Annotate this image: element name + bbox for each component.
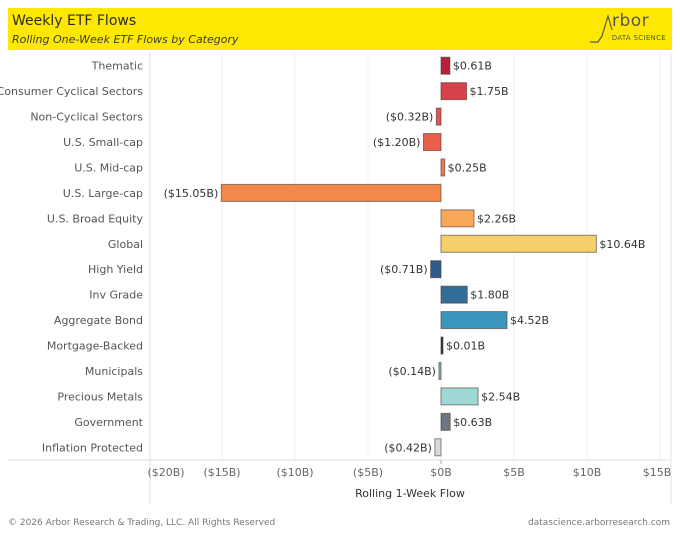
bar (438, 361, 442, 380)
x-tick-label: $15B (643, 466, 672, 479)
category-label: Inflation Protected (42, 441, 143, 454)
x-tick-label: ($15B) (203, 466, 240, 479)
category-label: U.S. Mid-cap (74, 161, 143, 174)
x-axis-title: Rolling 1-Week Flow (355, 487, 465, 500)
bar (440, 387, 479, 406)
data-label: ($0.14B) (388, 365, 436, 378)
data-label: ($0.71B) (380, 263, 428, 276)
bar (440, 209, 475, 228)
data-label: $1.80B (470, 289, 509, 302)
category-label: Mortgage-Backed (47, 340, 143, 353)
x-tick-label: $10B (573, 466, 602, 479)
chart-title: Weekly ETF Flows (12, 13, 137, 29)
category-label: Thematic (91, 60, 143, 73)
copyright-text: © 2026 Arbor Research & Trading, LLC. Al… (8, 518, 276, 528)
category-label: U.S. Broad Equity (47, 212, 144, 225)
bar (435, 107, 442, 126)
x-tick-labels: ($20B) ($15B) ($10B) ($5B) $0B $5B $10B $15B (147, 466, 671, 479)
chart-frame (8, 53, 672, 505)
data-label: $2.54B (481, 390, 520, 403)
category-label: Aggregate Bond (54, 314, 143, 327)
logo-subtitle: DATA SCIENCE (611, 34, 666, 42)
bar (440, 285, 468, 304)
bars (220, 56, 597, 457)
chart-subtitle: Rolling One-Week ETF Flows by Category (12, 33, 239, 46)
category-labels: Thematic Consumer Cyclical Sectors Non-Cyc… (0, 60, 144, 455)
category-label: U.S. Large-cap (63, 187, 143, 200)
bar (430, 260, 442, 279)
data-label: $4.52B (510, 314, 549, 327)
data-label: $0.25B (448, 161, 487, 174)
data-label: ($15.05B) (164, 187, 219, 200)
category-label: Global (108, 238, 143, 251)
bar (440, 82, 468, 101)
x-tick-label: $5B (503, 466, 525, 479)
header-banner: Weekly ETF Flows Rolling One-Week ETF Fl… (8, 8, 672, 50)
data-label: $2.26B (477, 212, 516, 225)
x-tick-label: ($20B) (147, 466, 184, 479)
data-label: $10.64B (599, 238, 645, 251)
bar (440, 56, 451, 75)
data-label: ($1.20B) (373, 136, 421, 149)
category-label: U.S. Small-cap (63, 136, 143, 149)
bar-chart: Thematic Consumer Cyclical Sectors Non-Cyc… (0, 53, 672, 505)
data-label: $0.01B (446, 340, 485, 353)
bar (434, 438, 442, 457)
bar (440, 158, 446, 177)
arbor-logo: rbor DATA SCIENCE (590, 11, 666, 48)
category-label: Inv Grade (89, 289, 143, 302)
data-label: ($0.32B) (386, 111, 434, 124)
arbor-a-icon (590, 13, 613, 43)
data-label: $0.61B (453, 60, 492, 73)
category-label: Government (74, 416, 143, 429)
category-label: Precious Metals (57, 390, 143, 403)
category-label: Non-Cyclical Sectors (30, 111, 143, 124)
bar (220, 183, 442, 202)
value-labels: $0.61B $1.75B ($0.32B) ($1.20B) $0.25B ($15.0… (164, 60, 646, 455)
website-link[interactable]: datascience.arborresearch.com (528, 518, 670, 528)
category-label: Municipals (85, 365, 143, 378)
data-label: ($0.42B) (384, 441, 432, 454)
category-label: High Yield (88, 263, 143, 276)
bar (422, 133, 442, 152)
category-label: Consumer Cyclical Sectors (0, 85, 143, 98)
x-tick-label: ($10B) (276, 466, 313, 479)
bar (440, 336, 444, 355)
x-tick-label: ($5B) (353, 466, 383, 479)
bar (440, 412, 451, 431)
logo-word: rbor (612, 11, 650, 31)
data-label: $0.63B (453, 416, 492, 429)
data-label: $1.75B (470, 85, 509, 98)
bar (440, 311, 508, 330)
bar (440, 234, 597, 253)
x-tick-label: $0B (430, 466, 452, 479)
